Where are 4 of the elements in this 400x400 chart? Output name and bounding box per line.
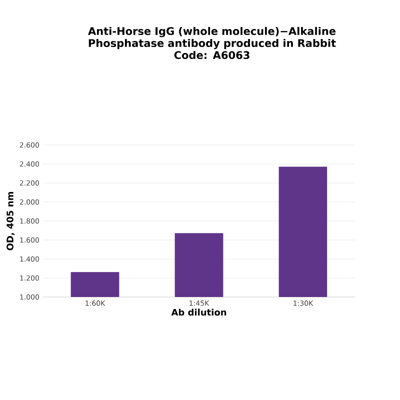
chart-title: Anti-Horse IgG (whole molecule)−Alkaline Phosphatase antibody produced in Rabbit xyxy=(88,26,336,50)
chart-subtitle: Code: A6063 xyxy=(174,50,250,60)
y-axis-title: OD, 405 nm xyxy=(6,192,15,250)
x-axis-title: Ab dilution xyxy=(171,308,226,316)
